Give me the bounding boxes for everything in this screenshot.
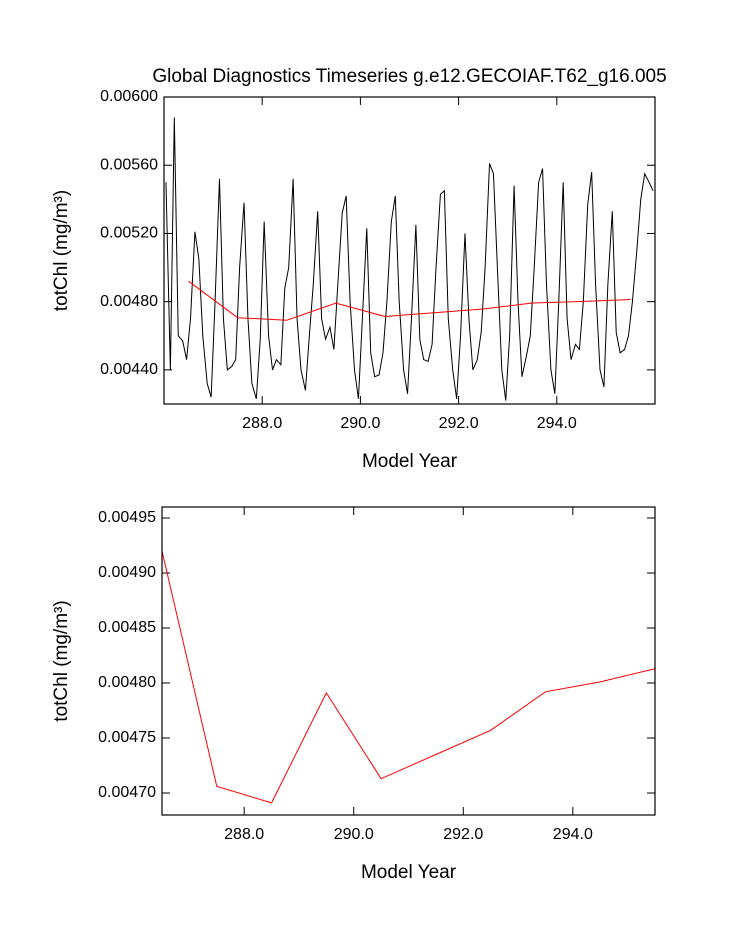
y-axis-title: totChl (mg/m³) [51,600,72,721]
plot-frame [163,96,656,405]
x-tick-label: 290.0 [334,826,374,843]
data-line [165,117,654,401]
data-line [162,550,655,804]
y-axis-title: totChl (mg/m³) [51,190,72,311]
y-tick-label: 0.00470 [98,784,156,801]
y-tick-label: 0.00480 [98,674,156,691]
chart-title: Global Diagnostics Timeseries g.e12.GECO… [152,66,666,87]
x-tick-label: 288.0 [242,415,282,432]
y-tick-label: 0.00560 [100,156,158,173]
y-tick-label: 0.00480 [100,293,158,310]
y-tick-label: 0.00475 [98,729,156,746]
y-tick-label: 0.00495 [98,509,156,526]
y-tick-label: 0.00490 [98,564,156,581]
x-axis-title: Model Year [361,862,457,883]
y-tick-label: 0.00600 [100,88,158,105]
x-tick-label: 292.0 [439,415,479,432]
x-tick-label: 294.0 [537,415,577,432]
y-tick-label: 0.00520 [100,225,158,242]
plot-frame [161,506,656,816]
x-tick-label: 288.0 [224,826,264,843]
x-tick-label: 292.0 [443,826,483,843]
x-tick-label: 294.0 [553,826,593,843]
y-tick-label: 0.00440 [100,361,158,378]
x-tick-label: 290.0 [340,415,380,432]
x-axis-title: Model Year [362,451,458,472]
y-tick-label: 0.00485 [98,619,156,636]
data-line [188,280,631,321]
